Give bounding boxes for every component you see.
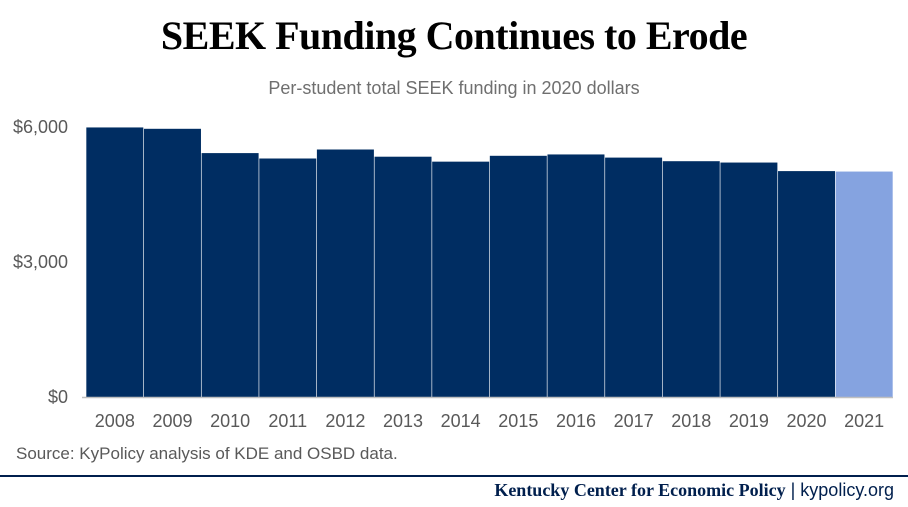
x-tick-label: 2013 <box>383 411 423 431</box>
x-tick-label: 2010 <box>210 411 250 431</box>
chart-title: SEEK Funding Continues to Erode <box>160 13 748 58</box>
x-tick-label: 2015 <box>498 411 538 431</box>
footer-divider <box>0 475 908 477</box>
x-tick-label: 2011 <box>268 411 307 431</box>
x-tick-label: 2014 <box>441 411 481 431</box>
footer: Kentucky Center for Economic Policy | kypo… <box>494 480 894 501</box>
bar-2008 <box>86 127 144 397</box>
x-tick-label: 2009 <box>152 411 192 431</box>
x-tick-label: 2021 <box>844 411 884 431</box>
x-tick-label: 2017 <box>614 411 654 431</box>
bar-2017 <box>605 157 663 397</box>
footer-separator: | <box>790 480 796 500</box>
x-tick-label: 2016 <box>556 411 596 431</box>
x-tick-label: 2020 <box>787 411 827 431</box>
bar-chart: $0 $3,000 $6,000 2008 2009 2010 2011 2012 2013 20… <box>13 117 893 431</box>
bar-2018 <box>662 161 720 397</box>
footer-site-link[interactable]: kypolicy.org <box>800 480 894 500</box>
bar-2019 <box>720 162 778 397</box>
x-tick-label: 2019 <box>729 411 769 431</box>
x-tick-label: 2012 <box>325 411 365 431</box>
bar-2009 <box>143 128 201 398</box>
source-note: Source: KyPolicy analysis of KDE and OSB… <box>16 444 398 463</box>
bar-2010 <box>201 153 259 397</box>
footer-org-name: Kentucky Center for Economic Policy <box>494 480 786 500</box>
chart-subtitle: Per-student total SEEK funding in 2020 d… <box>268 78 640 98</box>
y-tick-label: $0 <box>48 387 68 407</box>
bar-2015 <box>489 155 547 397</box>
bar-2016 <box>547 154 605 397</box>
bar-2012 <box>316 149 374 397</box>
bar-2011 <box>259 158 317 397</box>
x-tick-label: 2008 <box>95 411 135 431</box>
x-tick-label: 2018 <box>671 411 711 431</box>
y-tick-label: $6,000 <box>13 117 68 137</box>
y-tick-label: $3,000 <box>13 252 68 272</box>
bar-2020 <box>778 171 836 397</box>
bar-2021 <box>835 171 893 397</box>
bar-2014 <box>432 161 490 397</box>
bar-2013 <box>374 156 432 397</box>
